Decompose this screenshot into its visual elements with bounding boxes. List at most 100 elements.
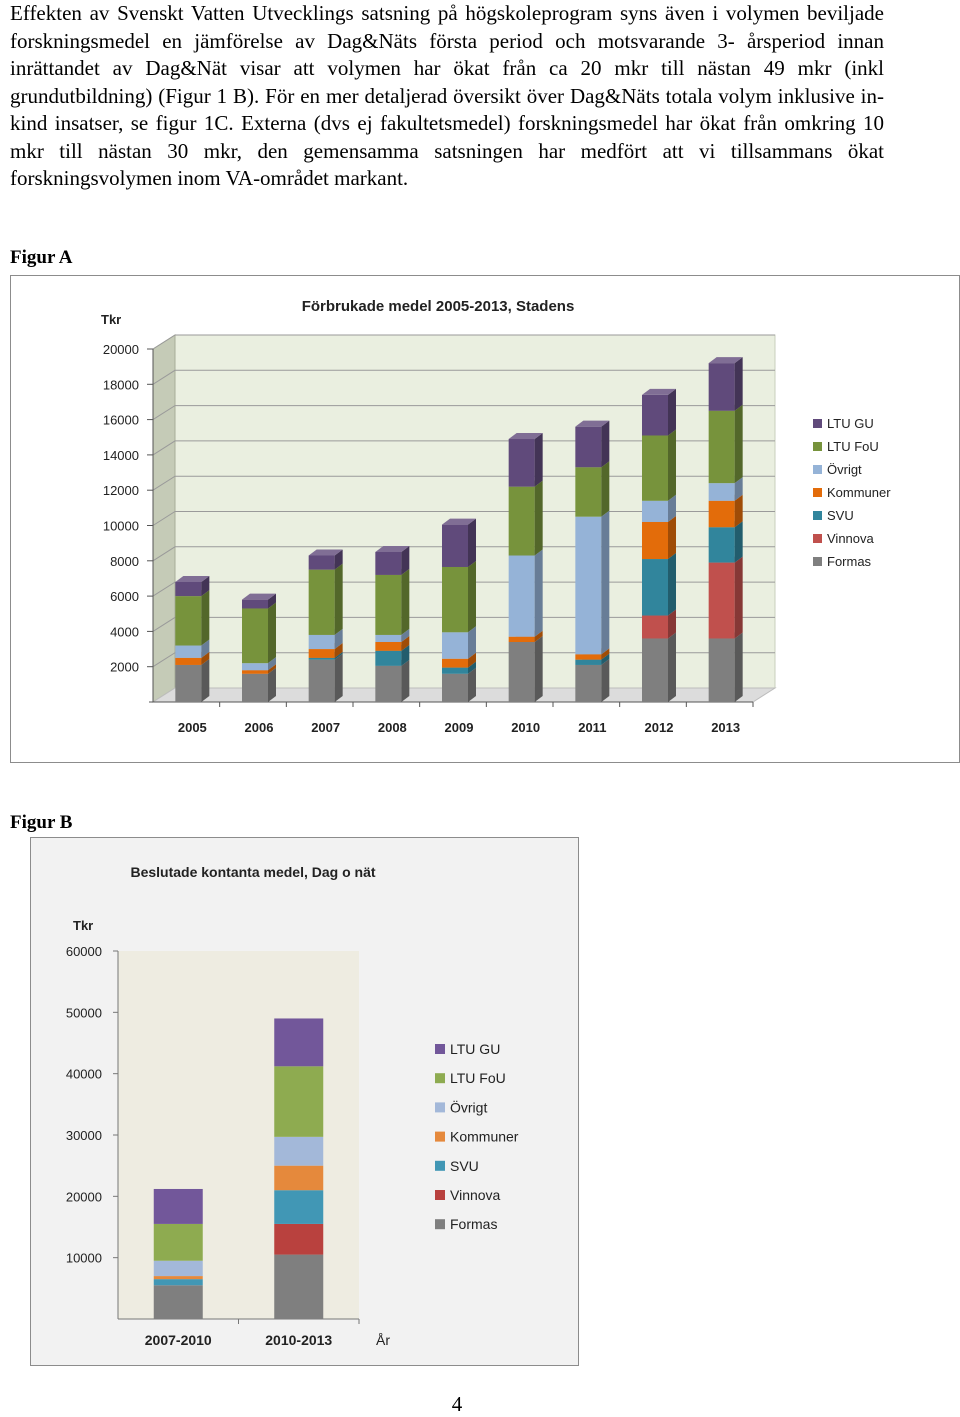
chart-a-bar-segment — [242, 663, 268, 671]
chart-a-gridline — [152, 652, 775, 668]
chart-a-bar-side — [534, 549, 543, 637]
chart-a-bar-side — [734, 521, 743, 563]
chart-a-bar-side — [668, 388, 676, 436]
chart-a-bar-side — [668, 515, 676, 560]
chart-b-legend-label: Formas — [450, 1216, 497, 1232]
chart-a-legend-label: Övrigt — [827, 462, 862, 477]
chart-a-ylabel: Tkr — [101, 312, 121, 327]
chart-a-bar-segment — [708, 638, 735, 702]
chart-a-bar-side — [668, 553, 676, 616]
chart-a-legend-label: Formas — [827, 554, 872, 569]
chart-a-y-tick-label: 2000 — [110, 660, 139, 675]
chart-a-bar-segment — [242, 670, 268, 674]
chart-a-bar-segment — [175, 596, 202, 646]
chart-b-legend-label: Övrigt — [450, 1098, 487, 1115]
page-number: 4 — [451, 1392, 463, 1416]
chart-a-bar-segment — [708, 500, 735, 528]
chart-b-bar-segment — [274, 1018, 324, 1067]
chart-a-x-tick-label: 2006 — [245, 720, 274, 735]
chart-a-bar-side — [668, 609, 676, 639]
chart-a-bar-segment — [442, 667, 468, 674]
chart-a-bar-top — [375, 545, 410, 552]
chart-a-legend-swatch — [813, 465, 822, 474]
chart-a-bar-segment — [375, 641, 402, 651]
chart-a-bar-side — [734, 556, 743, 639]
chart-a-y-tick-label: 16000 — [103, 413, 139, 428]
chart-a-gridline — [152, 581, 775, 597]
chart-a-legend-label: SVU — [827, 508, 854, 523]
chart-b-legend-swatch — [435, 1044, 445, 1054]
chart-a-bar-side — [601, 648, 610, 660]
chart-b-bar-segment — [274, 1223, 324, 1255]
chart-b-bar-segment — [153, 1188, 203, 1224]
body-paragraph: Effekten av Svenskt Vatten Utvecklings s… — [10, 1, 884, 190]
chart-b-y-tick-label: 40000 — [66, 1067, 102, 1082]
chart-b-legend-swatch — [435, 1102, 445, 1113]
chart-a-bar-segment — [708, 483, 735, 501]
chart-a-x-tick-label: 2010 — [511, 720, 540, 735]
chart-a-bar-segment — [508, 641, 535, 702]
chart-b-legend-swatch — [435, 1073, 445, 1084]
chart-b-y-tick-label: 10000 — [66, 1251, 102, 1266]
chart-a-bar-side — [201, 639, 210, 658]
chart-b-y-tick-label: 30000 — [66, 1128, 102, 1143]
chart-a: Förbrukade medel 2005-2013, Stadens Tkr … — [101, 298, 891, 735]
chart-a-x-tick-label: 2013 — [711, 720, 740, 735]
chart-b-y-tick-label: 60000 — [66, 944, 102, 959]
chart-a-bar-side — [201, 590, 210, 646]
chart-a-legend-label: Kommuner — [827, 485, 891, 500]
chart-a-bar-side — [601, 658, 610, 702]
chart-a-bar-segment — [308, 569, 335, 635]
chart-a-bar-segment — [642, 521, 668, 560]
chart-a-bar-side — [734, 477, 743, 501]
chart-a-bar-segment — [508, 486, 535, 556]
chart-b-bar-segment — [153, 1279, 203, 1286]
chart-a-bar-top — [242, 593, 276, 600]
chart-a-bar-segment — [442, 632, 468, 659]
chart-a-bar-side — [201, 651, 210, 665]
chart-a-bar-side — [468, 652, 476, 668]
chart-a-bar-segment — [575, 659, 602, 665]
chart-b-title: Beslutade kontanta medel, Dag o nät — [130, 864, 375, 880]
chart-a-bar-side — [334, 628, 343, 650]
chart-a-gridline — [152, 405, 775, 421]
chart-a-gridline — [152, 440, 775, 456]
chart-a-bar-segment — [442, 658, 468, 668]
chart-a-bar-side — [268, 664, 276, 674]
chart-b-legend-label: LTU FoU — [450, 1070, 506, 1086]
chart-a-x-tick-label: 2008 — [378, 720, 407, 735]
chart-a-legend-label: LTU GU — [827, 416, 874, 431]
chart-a-bar-side — [401, 568, 410, 635]
chart-b-legend-swatch — [435, 1219, 445, 1230]
chart-a-bar-segment — [442, 524, 468, 567]
chart-a-x-tick-label: 2005 — [178, 720, 207, 735]
chart-a-bar-side — [401, 628, 410, 642]
chart-a-bar-side — [534, 635, 543, 702]
chart-a-bar-segment — [442, 566, 468, 633]
chart-a-bar-top — [575, 420, 610, 427]
chart-a-bar-side — [201, 575, 210, 597]
chart-a-bar-side — [601, 510, 610, 655]
chart-a-gridline — [152, 369, 775, 385]
chart-a-y-tick-label: 8000 — [110, 554, 139, 569]
chart-a-bar-top — [308, 549, 343, 556]
chart-a-bar-segment — [308, 649, 335, 658]
chart-a-legend-swatch — [813, 511, 822, 520]
chart-a-bar-segment — [708, 410, 735, 484]
chart-a-bar-side — [268, 667, 276, 702]
chart-b-ylabel: Tkr — [73, 918, 93, 933]
chart-a-bar-segment — [642, 559, 668, 616]
chart-a-bar-segment — [242, 608, 268, 664]
chart-a-bar-segment — [575, 664, 602, 702]
chart-a-bar-side — [468, 560, 476, 633]
chart-b-bar-segment — [274, 1254, 324, 1319]
chart-a-bar-side — [468, 661, 476, 674]
chart-a-bar-segment — [175, 645, 202, 658]
chart-a-bar-side — [534, 433, 543, 487]
chart-a-bar-segment — [708, 363, 735, 411]
chart-a-gridline — [152, 546, 775, 562]
chart-b-bar-segment — [153, 1285, 203, 1319]
chart-a-bar-segment — [642, 435, 668, 501]
chart-a-x-tick-label: 2007 — [311, 720, 340, 735]
chart-b-bar-segment — [274, 1136, 324, 1166]
